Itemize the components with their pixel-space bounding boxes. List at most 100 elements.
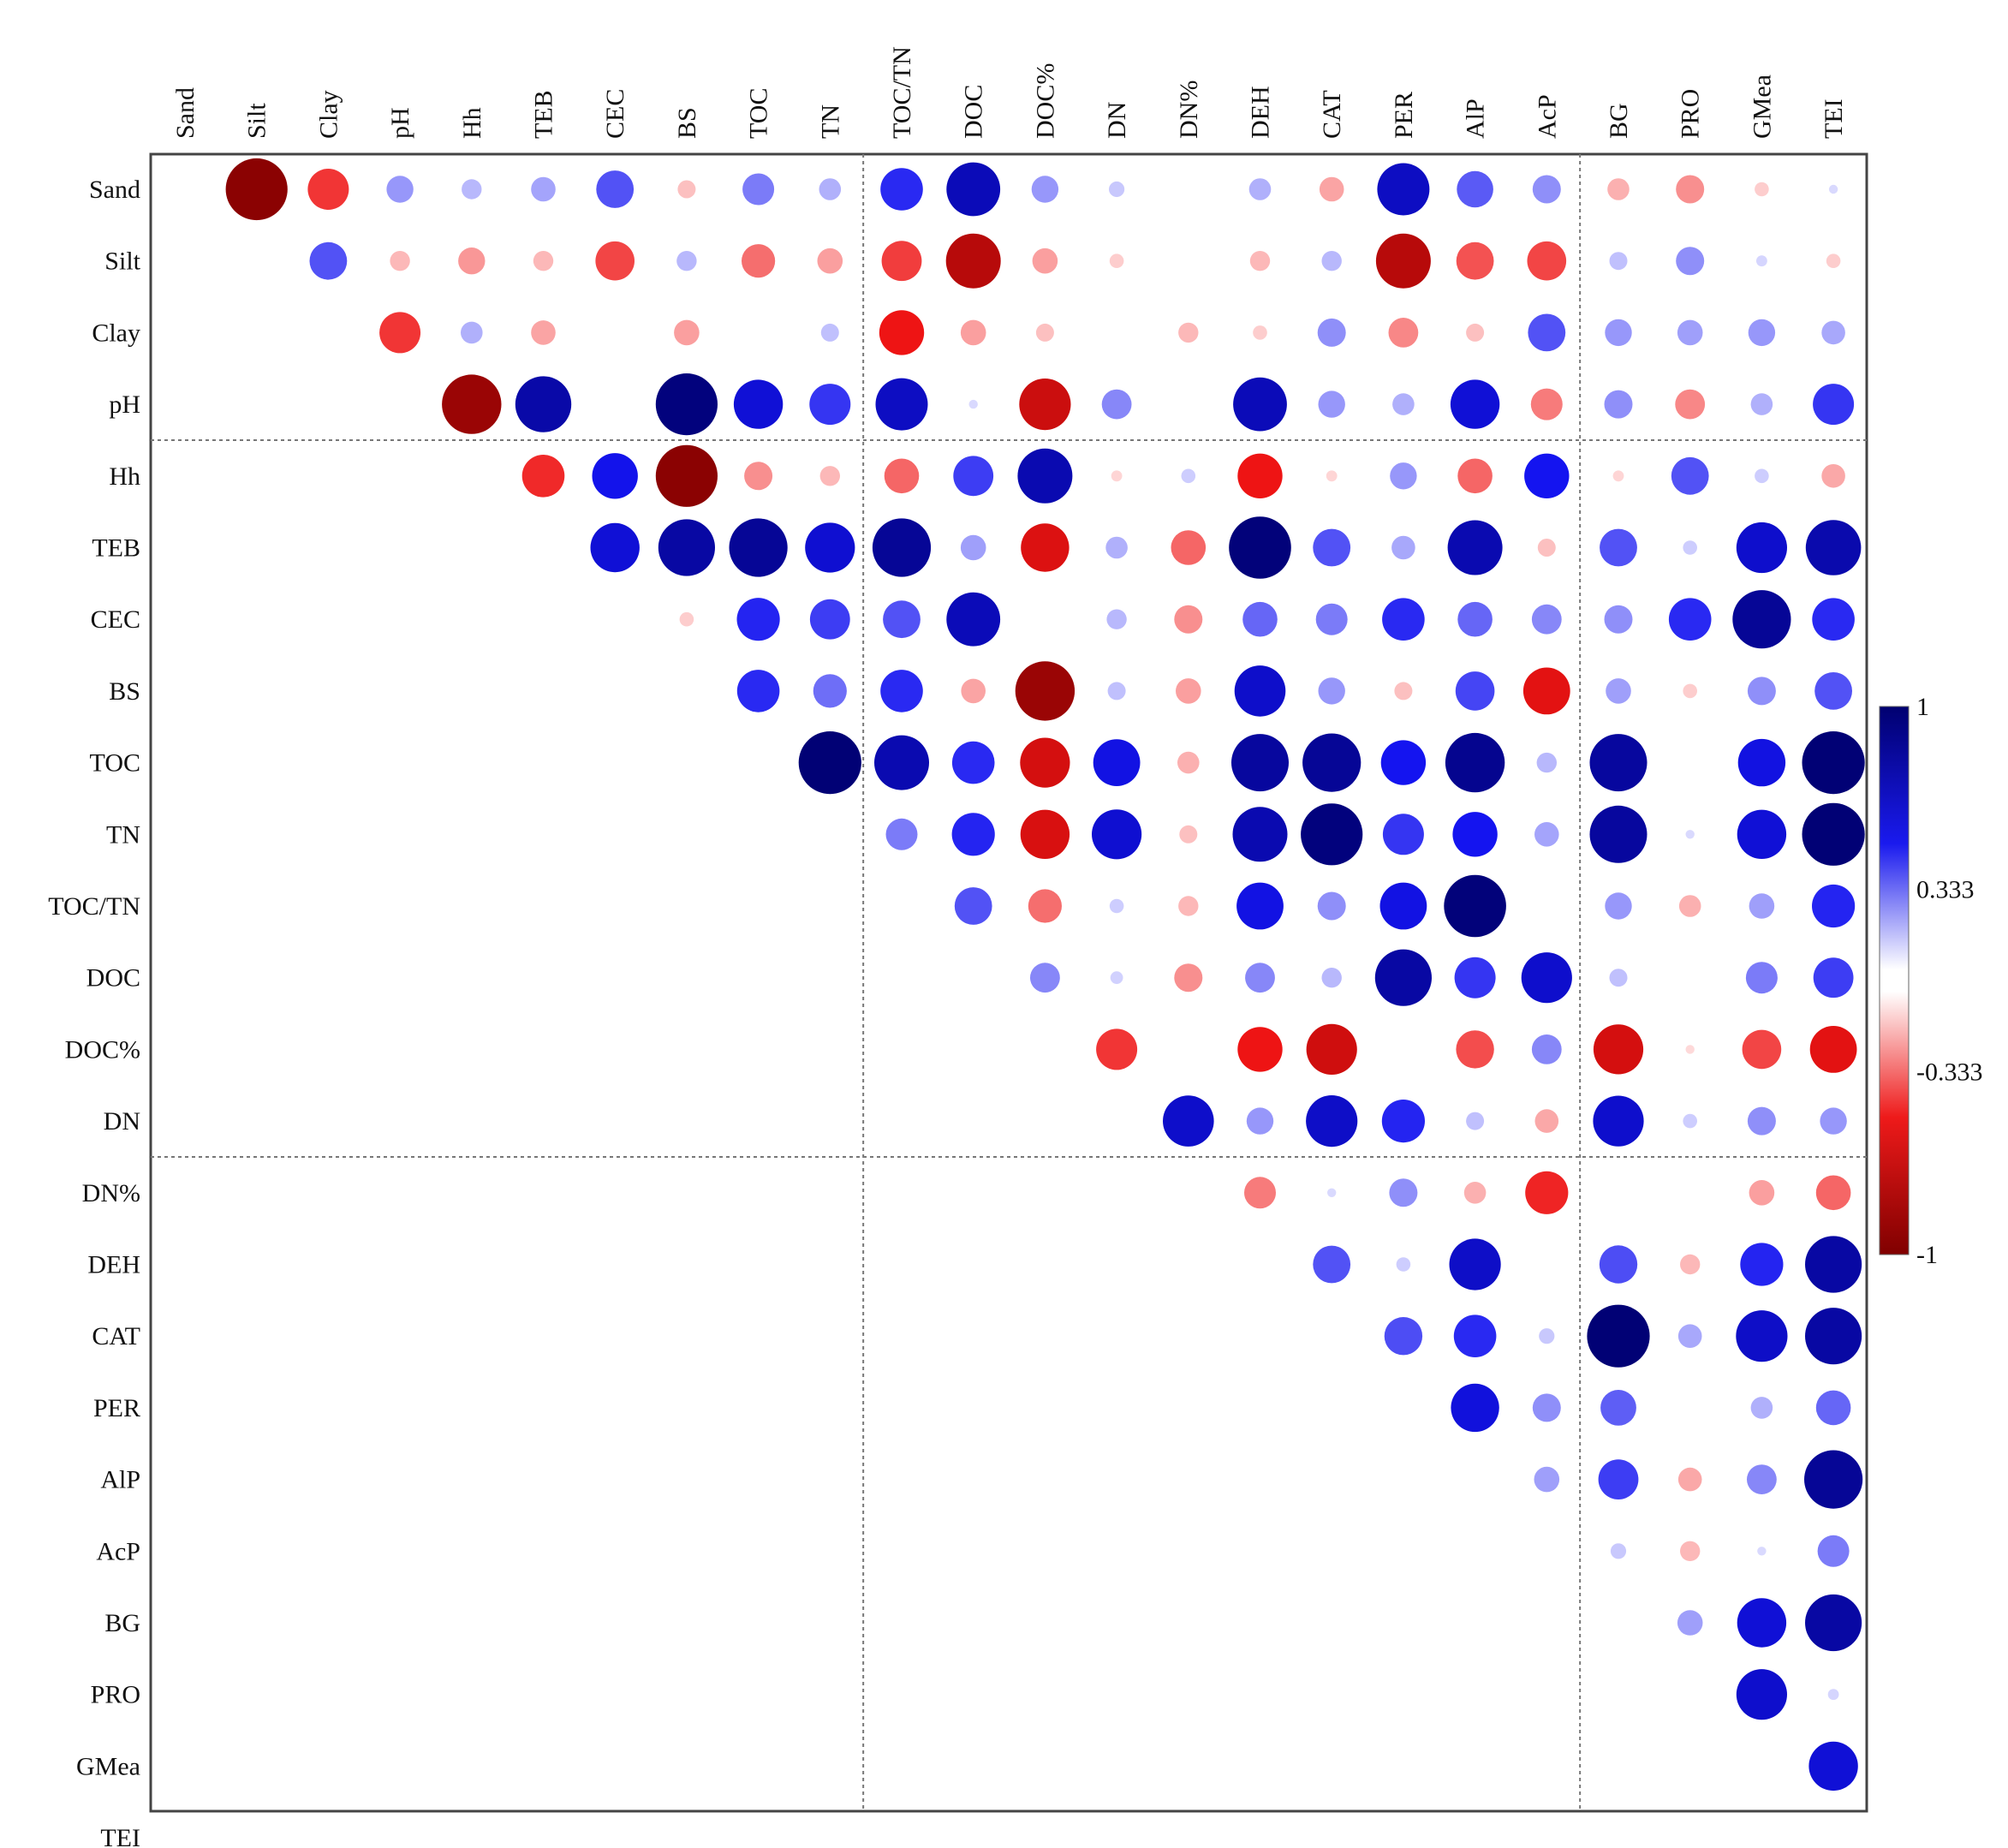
correlation-circle xyxy=(729,518,788,577)
correlation-circle xyxy=(1111,470,1123,482)
correlation-circle xyxy=(1812,884,1856,928)
row-label: Hh xyxy=(109,462,140,491)
correlation-circle xyxy=(1176,678,1201,704)
correlation-circle xyxy=(677,180,696,199)
correlation-circle xyxy=(1521,952,1572,1004)
correlation-circle xyxy=(733,379,784,429)
correlation-circle xyxy=(1109,253,1124,269)
correlation-circle xyxy=(1101,389,1132,420)
correlation-circle xyxy=(1804,1450,1863,1509)
correlation-circle xyxy=(1821,464,1845,488)
correlation-circle xyxy=(1318,677,1345,705)
group-separators xyxy=(151,154,1867,1811)
correlation-circle xyxy=(1177,751,1200,774)
row-label: TOC xyxy=(90,749,140,778)
correlation-circle xyxy=(1242,601,1278,637)
correlation-circle xyxy=(1593,1024,1644,1075)
correlation-circle xyxy=(1375,233,1431,289)
correlation-circle xyxy=(1524,453,1570,498)
correlation-circle xyxy=(946,592,1001,647)
correlation-circle xyxy=(1531,1034,1562,1064)
correlation-circle xyxy=(1609,969,1628,987)
correlation-circle xyxy=(1389,1178,1418,1207)
correlation-circle xyxy=(1600,528,1637,567)
correlation-circle xyxy=(1318,390,1345,418)
correlation-circle xyxy=(1606,678,1631,704)
correlation-circle xyxy=(1096,1028,1138,1070)
correlation-circle xyxy=(1110,971,1123,985)
correlation-circle xyxy=(884,458,920,494)
correlation-circle xyxy=(1742,1029,1782,1070)
correlation-circle xyxy=(595,241,635,281)
correlation-circle xyxy=(945,233,1001,289)
correlation-circle xyxy=(1808,1741,1858,1791)
correlation-circle xyxy=(309,241,348,280)
correlation-circle xyxy=(1451,1383,1499,1433)
correlation-circle xyxy=(1174,605,1203,634)
correlation-circle xyxy=(1532,175,1561,204)
correlation-circle xyxy=(1244,1177,1276,1209)
correlation-circle xyxy=(1107,682,1126,700)
column-label: TOC/TN xyxy=(888,46,916,139)
correlation-circle xyxy=(442,374,502,434)
correlation-circle xyxy=(592,453,638,499)
row-label: DOC xyxy=(86,964,140,993)
correlation-circle xyxy=(1677,1467,1702,1492)
correlation-circle xyxy=(1384,1317,1423,1356)
correlation-circle xyxy=(1587,1304,1650,1368)
correlation-circle xyxy=(1534,1109,1559,1133)
correlation-circle xyxy=(515,376,572,432)
correlation-circle xyxy=(658,519,716,576)
correlation-circle xyxy=(1237,1027,1283,1072)
correlation-circle xyxy=(1610,1543,1627,1559)
column-label: CAT xyxy=(1318,90,1346,139)
correlation-circle xyxy=(1821,320,1845,345)
correlation-circle xyxy=(1747,1106,1776,1136)
correlation-circle xyxy=(1736,1669,1787,1720)
correlation-circle xyxy=(1396,1257,1411,1272)
correlation-circle xyxy=(1301,803,1363,866)
row-label: DN xyxy=(104,1107,140,1136)
row-label: BS xyxy=(109,677,140,706)
correlation-circle xyxy=(1179,825,1198,844)
correlation-circle xyxy=(1677,1324,1702,1348)
column-label: TOC xyxy=(745,88,773,139)
correlation-circle xyxy=(1676,175,1705,204)
correlation-circle xyxy=(1109,181,1125,198)
correlation-circle xyxy=(1381,1100,1425,1143)
correlation-circle xyxy=(1449,1238,1501,1291)
correlation-circle xyxy=(736,598,780,641)
column-label: DOC% xyxy=(1031,63,1059,139)
correlation-circle xyxy=(1171,530,1207,565)
correlation-circle xyxy=(1306,1095,1358,1148)
correlation-circle xyxy=(1326,470,1338,482)
color-scale-tick-label: 0.333 xyxy=(1916,875,1975,903)
correlation-circle xyxy=(1109,898,1124,914)
color-scale-tick-label: -0.333 xyxy=(1916,1058,1983,1087)
row-label: CAT xyxy=(92,1322,140,1350)
correlation-circle xyxy=(1382,598,1425,641)
correlation-circle xyxy=(1382,814,1424,855)
correlation-circle xyxy=(1315,603,1348,635)
column-label: PER xyxy=(1390,92,1418,139)
correlation-circle xyxy=(1812,598,1855,641)
correlation-circle xyxy=(1537,539,1556,557)
correlation-circle xyxy=(1815,1390,1851,1426)
correlation-circle xyxy=(1455,671,1495,711)
correlation-circle xyxy=(1302,733,1362,792)
row-label: Sand xyxy=(89,176,140,204)
correlation-circle xyxy=(1174,963,1203,993)
correlation-circle xyxy=(1321,968,1342,988)
correlation-circle xyxy=(1522,667,1570,715)
row-label: GMea xyxy=(76,1752,140,1780)
correlation-circle xyxy=(1534,1466,1560,1493)
correlation-circle xyxy=(1757,1547,1767,1556)
correlation-circle xyxy=(1233,377,1287,432)
column-label: TEI xyxy=(1820,98,1848,139)
correlation-circle xyxy=(1019,379,1071,431)
correlation-circle xyxy=(676,251,697,271)
correlation-circle xyxy=(531,320,556,345)
correlation-circle xyxy=(1313,528,1351,567)
correlation-circle xyxy=(1525,1171,1569,1214)
correlation-circle xyxy=(953,456,994,497)
